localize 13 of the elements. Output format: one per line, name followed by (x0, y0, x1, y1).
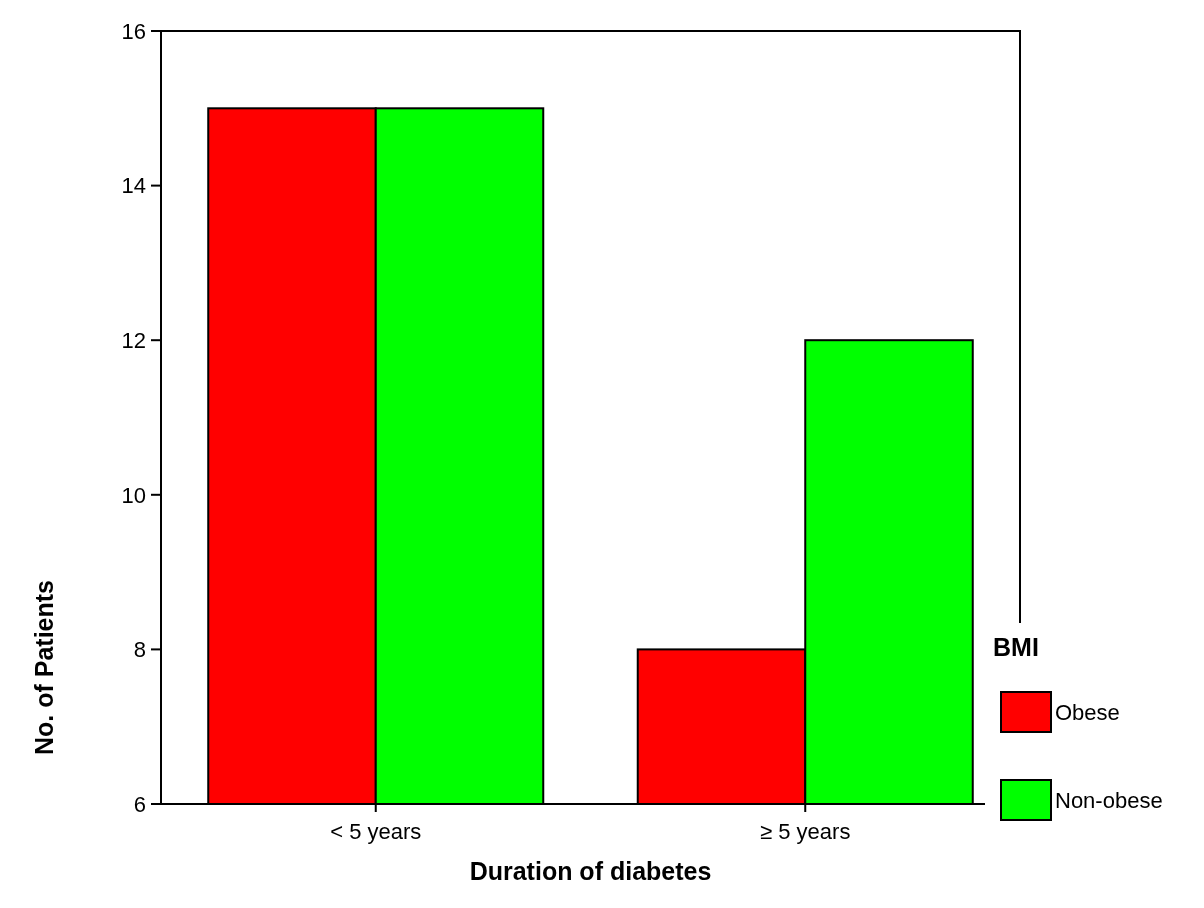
x-tick-label: < 5 years (330, 819, 422, 844)
y-tick-label: 6 (133, 791, 146, 817)
legend-label: Obese (1055, 699, 1120, 725)
y-tick-label: 16 (121, 18, 146, 44)
legend-label: Non-obese (1055, 787, 1163, 813)
x-axis-title: Duration of diabetes (469, 857, 712, 885)
y-tick-label: 10 (121, 482, 146, 508)
y-tick-label: 12 (121, 327, 146, 353)
y-axis-title: No. of Patients (30, 579, 58, 756)
legend-title: BMI (993, 633, 1039, 661)
x-tick-label: ≥ 5 years (760, 819, 851, 844)
y-tick-label: 14 (121, 173, 146, 199)
y-tick-label: 8 (133, 637, 146, 663)
